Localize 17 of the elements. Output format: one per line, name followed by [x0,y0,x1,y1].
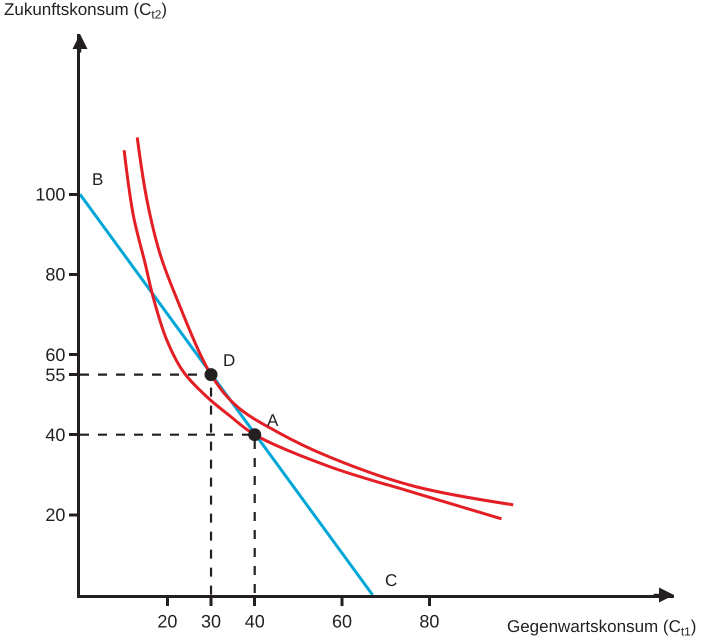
x-axis-title: Gegenwartskonsum (C$_{t1}$) [507,617,696,639]
y-tick-label: 20 [45,505,66,526]
annotation: C [385,571,398,590]
annotation: B [92,170,104,189]
y-axis-title: Zukunftskonsum (C$_{t2}$) [4,0,167,22]
annotation: D [223,351,236,370]
x-tick-label: 80 [419,612,440,632]
x-tick-label: 60 [332,612,352,632]
x-tick-label: 30 [201,612,222,632]
y-tick-label: 40 [45,425,66,446]
y-tick-label: 100 [35,184,66,205]
x-tick-label: 20 [157,612,178,632]
y-tick-label: 55 [45,364,66,385]
y-tick-label: 60 [45,344,66,365]
y-tick-label: 80 [45,264,66,285]
x-tick-label: 40 [244,612,265,632]
annotation: A [267,411,279,430]
